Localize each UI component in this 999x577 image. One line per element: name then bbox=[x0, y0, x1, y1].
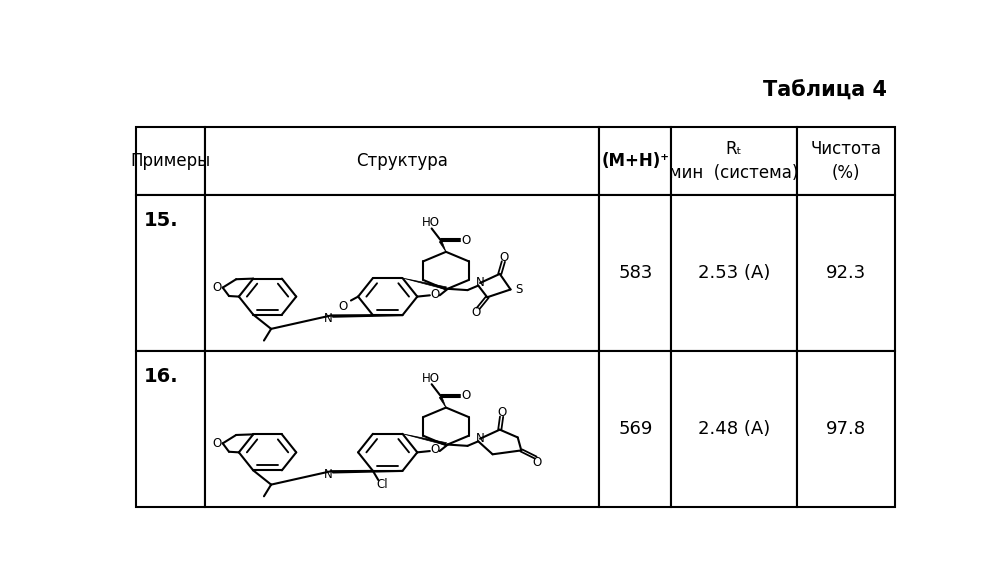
Text: 583: 583 bbox=[618, 264, 652, 282]
Bar bbox=[205, 127, 599, 196]
Polygon shape bbox=[403, 278, 447, 290]
Text: 569: 569 bbox=[618, 420, 652, 438]
Text: O: O bbox=[462, 389, 471, 402]
Text: (M+H)⁺: (M+H)⁺ bbox=[601, 152, 669, 170]
Text: O: O bbox=[532, 456, 542, 469]
Text: 16.: 16. bbox=[143, 367, 178, 385]
Bar bbox=[671, 196, 796, 351]
Text: O: O bbox=[472, 306, 482, 319]
Text: Примеры: Примеры bbox=[131, 152, 211, 170]
Text: Чистота
(%): Чистота (%) bbox=[810, 140, 881, 182]
Bar bbox=[671, 351, 796, 507]
Text: N: N bbox=[324, 468, 333, 481]
Bar bbox=[599, 351, 671, 507]
Bar bbox=[137, 351, 205, 507]
Text: Rₜ
мин  (система): Rₜ мин (система) bbox=[669, 140, 798, 182]
Text: S: S bbox=[514, 283, 522, 296]
Text: O: O bbox=[213, 437, 222, 450]
Bar bbox=[137, 127, 205, 196]
Text: O: O bbox=[339, 300, 348, 313]
Bar bbox=[796, 127, 895, 196]
Text: Структура: Структура bbox=[356, 152, 448, 170]
Text: HO: HO bbox=[422, 216, 440, 229]
Text: O: O bbox=[213, 281, 222, 294]
Text: O: O bbox=[498, 406, 507, 419]
Bar bbox=[599, 196, 671, 351]
Polygon shape bbox=[440, 397, 446, 407]
Bar bbox=[796, 196, 895, 351]
Polygon shape bbox=[403, 434, 447, 445]
Text: 92.3: 92.3 bbox=[826, 264, 866, 282]
Text: Таблица 4: Таблица 4 bbox=[763, 80, 887, 100]
Text: O: O bbox=[462, 234, 471, 246]
Text: Cl: Cl bbox=[376, 478, 388, 491]
Bar bbox=[599, 127, 671, 196]
Bar bbox=[137, 196, 205, 351]
Bar bbox=[205, 351, 599, 507]
Text: HO: HO bbox=[422, 372, 440, 385]
Bar bbox=[205, 196, 599, 351]
Text: O: O bbox=[500, 250, 508, 264]
Text: 2.53 (A): 2.53 (A) bbox=[698, 264, 770, 282]
Text: O: O bbox=[431, 287, 440, 301]
Bar bbox=[796, 351, 895, 507]
Text: 15.: 15. bbox=[143, 211, 178, 230]
Text: 97.8: 97.8 bbox=[826, 420, 866, 438]
Text: N: N bbox=[476, 276, 485, 290]
Polygon shape bbox=[440, 241, 446, 252]
Text: N: N bbox=[324, 312, 333, 325]
Text: N: N bbox=[476, 432, 485, 445]
Text: 2.48 (A): 2.48 (A) bbox=[698, 420, 770, 438]
Bar bbox=[671, 127, 796, 196]
Text: O: O bbox=[431, 443, 440, 456]
